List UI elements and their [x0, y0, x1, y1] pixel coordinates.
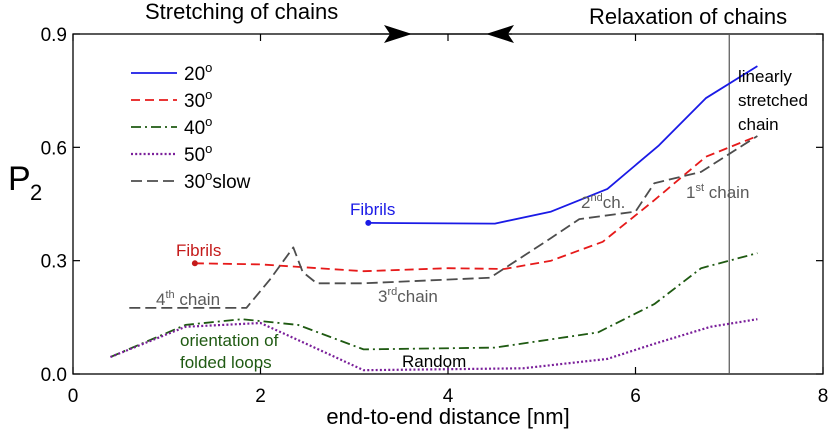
x-axis-title: end-to-end distance [nm] — [326, 404, 569, 429]
series-line-5 — [129, 135, 758, 309]
annotations: Fibrils Fibrils linearly stretched chain 2ndc… — [156, 67, 808, 372]
header-relaxation: Relaxation of chains — [589, 4, 787, 29]
x-tick-label: 4 — [443, 386, 454, 407]
series-line-3 — [110, 252, 758, 358]
y-tick-label: 0.6 — [41, 138, 67, 159]
annotation-chain: chain — [738, 115, 779, 134]
fibrils-marker — [365, 219, 372, 226]
header-stretching: Stretching of chains — [145, 0, 338, 24]
legend-label: 50o — [184, 141, 212, 166]
x-tick-label: 8 — [818, 386, 829, 407]
y-axis-title: P — [8, 160, 31, 198]
annotation-2nd-chain: 2ndch. — [581, 192, 625, 212]
series-line-1 — [368, 65, 758, 225]
series-line-2 — [194, 135, 758, 273]
x-tick-label: 6 — [630, 386, 641, 407]
annotation-4th-chain: 4th chain — [156, 289, 220, 309]
annotation-folded-loops: folded loops — [180, 353, 272, 372]
axis-ticks: 0 2 4 6 8 0.0 0.3 0.6 0.9 — [41, 25, 829, 407]
x-tick-label: 0 — [68, 386, 79, 407]
annotation-stretched: stretched — [738, 91, 808, 110]
x-tick-label: 2 — [255, 386, 266, 407]
legend-label: 20o — [184, 60, 212, 85]
series-line-4 — [110, 318, 758, 372]
fibrils-marker — [191, 260, 198, 267]
annotation-orientation: orientation of — [180, 331, 279, 350]
annotation-3rd-chain: 3rdchain — [378, 286, 438, 306]
fibrils-label-20: Fibrils — [350, 200, 395, 219]
y-axis-title-subscript: 2 — [30, 180, 42, 205]
legend-label: 30oslow — [184, 168, 251, 193]
annotation-linearly: linearly — [738, 67, 792, 86]
legend-label: 40o — [184, 114, 212, 139]
annotation-1st-chain: 1st chain — [686, 182, 749, 202]
y-tick-label: 0.0 — [41, 365, 67, 386]
y-tick-label: 0.3 — [41, 252, 67, 273]
plot-frame — [72, 33, 824, 375]
series-layer — [110, 65, 758, 372]
y-tick-label: 0.9 — [41, 25, 67, 46]
fibrils-label-30: Fibrils — [176, 241, 221, 260]
legend-label: 30o — [184, 87, 212, 112]
annotation-random: Random — [402, 352, 466, 371]
